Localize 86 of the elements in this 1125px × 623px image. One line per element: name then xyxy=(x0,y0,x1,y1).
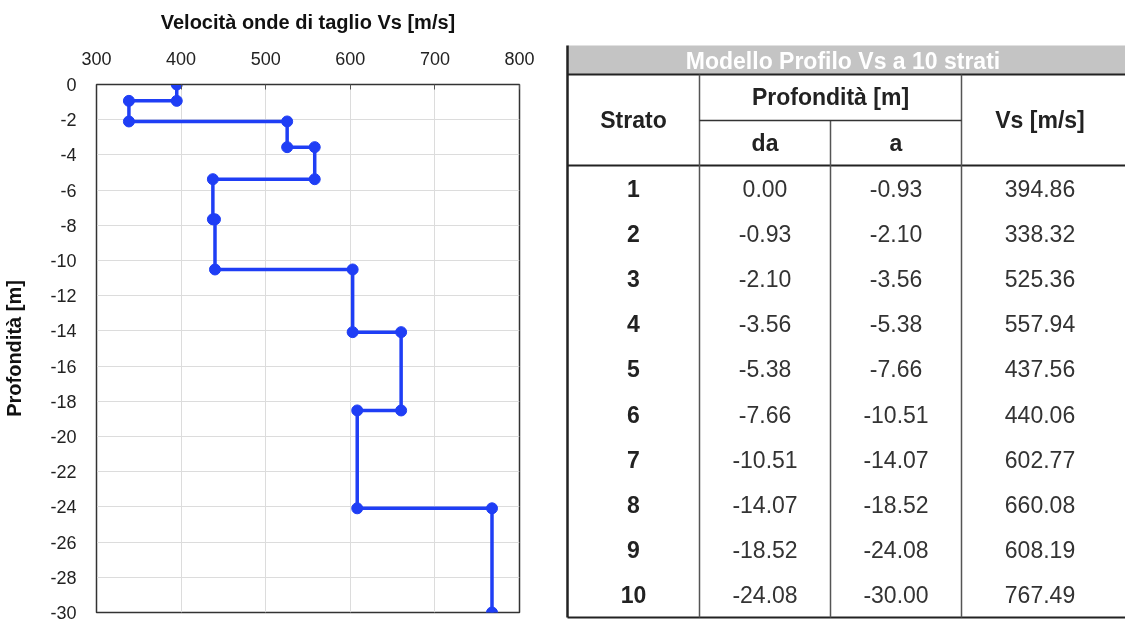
point xyxy=(346,263,359,276)
y-tick-label: -16 xyxy=(50,356,77,377)
data-label: -3.56 xyxy=(738,311,792,338)
data-label: 557.94 xyxy=(1004,311,1076,338)
x-tick-label: 400 xyxy=(166,48,197,69)
data-label: -18.52 xyxy=(732,537,798,564)
y-tick-label: -6 xyxy=(60,180,77,201)
point xyxy=(395,404,408,417)
data-label: -5.38 xyxy=(869,311,923,338)
x-tick-label: 300 xyxy=(81,48,112,69)
chart-title: Modello Profilo Vs a 10 strati xyxy=(685,48,1001,74)
data-label: -7.66 xyxy=(869,356,923,383)
data-label: -7.66 xyxy=(738,401,792,428)
point xyxy=(122,115,135,128)
point xyxy=(486,502,498,515)
data-label: -14.07 xyxy=(732,492,798,518)
data-label: 440.06 xyxy=(1004,401,1076,428)
x-tick-label: 600 xyxy=(335,48,366,69)
data-label: -10.51 xyxy=(863,401,929,428)
data-label: -2.10 xyxy=(869,220,923,247)
data-label: -24.08 xyxy=(732,582,798,609)
data-label: -5.38 xyxy=(738,356,792,383)
point xyxy=(346,326,359,339)
y-axis-title: Strato xyxy=(600,107,667,133)
data-label: -24.08 xyxy=(863,537,929,564)
data-label: 437.56 xyxy=(1004,356,1076,383)
x-tick-label: a xyxy=(889,130,903,156)
y-tick-label: -22 xyxy=(50,462,77,483)
y-tick-label: 10 xyxy=(620,582,647,609)
y-tick-label: -20 xyxy=(50,427,77,447)
data-label: -0.93 xyxy=(869,175,923,202)
data-label: 608.19 xyxy=(1004,537,1076,564)
point xyxy=(206,173,219,186)
data-label: 660.08 xyxy=(1004,492,1076,518)
data-label: 767.49 xyxy=(1004,582,1076,609)
y-tick-label: 8 xyxy=(627,492,641,518)
y-tick-label: -18 xyxy=(50,391,77,412)
y-tick-label: -24 xyxy=(50,497,77,518)
y-tick-label: 1 xyxy=(627,175,641,202)
data-label: -30.00 xyxy=(863,582,929,609)
y-tick-label: -26 xyxy=(50,532,77,553)
point xyxy=(208,263,221,276)
y-tick-label: -2 xyxy=(60,110,77,131)
point xyxy=(281,141,294,154)
y-tick-label: 7 xyxy=(627,446,640,473)
data-label: -10.51 xyxy=(732,446,798,473)
x-tick-label: 500 xyxy=(250,48,281,69)
y-tick-label: -12 xyxy=(50,286,77,307)
data-label: -0.93 xyxy=(738,220,792,247)
y-tick-label: 0 xyxy=(66,75,77,95)
data-label: 602.77 xyxy=(1004,446,1076,473)
y-tick-label: 3 xyxy=(627,266,640,292)
y-axis-title: Profondità [m] xyxy=(3,280,26,417)
data-label: -18.52 xyxy=(863,492,929,518)
data-label: -2.10 xyxy=(738,266,792,292)
x-tick-label: da xyxy=(751,130,779,156)
point xyxy=(170,94,183,107)
y-tick-label: 2 xyxy=(627,220,640,247)
y-tick-label: 6 xyxy=(627,401,640,428)
point xyxy=(308,173,321,186)
text: Profondità [m] xyxy=(751,83,910,110)
y-tick-label: -8 xyxy=(60,215,77,236)
point xyxy=(308,141,321,154)
data-label: 0.00 xyxy=(742,175,788,202)
point xyxy=(281,115,294,128)
data-label: 525.36 xyxy=(1004,266,1076,292)
y-tick-label: -28 xyxy=(50,567,77,588)
x-tick-label: Vs [m/s] xyxy=(995,107,1085,133)
y-tick-label: 4 xyxy=(627,311,641,338)
point xyxy=(351,502,364,515)
y-tick-label: 9 xyxy=(627,537,640,564)
point xyxy=(395,326,408,339)
y-tick-label: -14 xyxy=(50,321,77,342)
x-tick-label: 800 xyxy=(504,48,535,69)
point xyxy=(122,94,135,107)
data-label: 394.86 xyxy=(1004,175,1076,202)
y-tick-label: 5 xyxy=(627,356,641,383)
data-label: -3.56 xyxy=(869,266,923,292)
point xyxy=(351,404,364,417)
x-axis-title: Velocità onde di taglio Vs [m/s] xyxy=(160,10,456,33)
y-tick-label: -30 xyxy=(50,603,77,623)
data-label: 338.32 xyxy=(1004,220,1076,247)
data-label: -14.07 xyxy=(863,446,929,473)
y-tick-label: -4 xyxy=(60,145,77,166)
x-tick-label: 700 xyxy=(419,48,450,69)
y-tick-label: -10 xyxy=(50,251,77,271)
